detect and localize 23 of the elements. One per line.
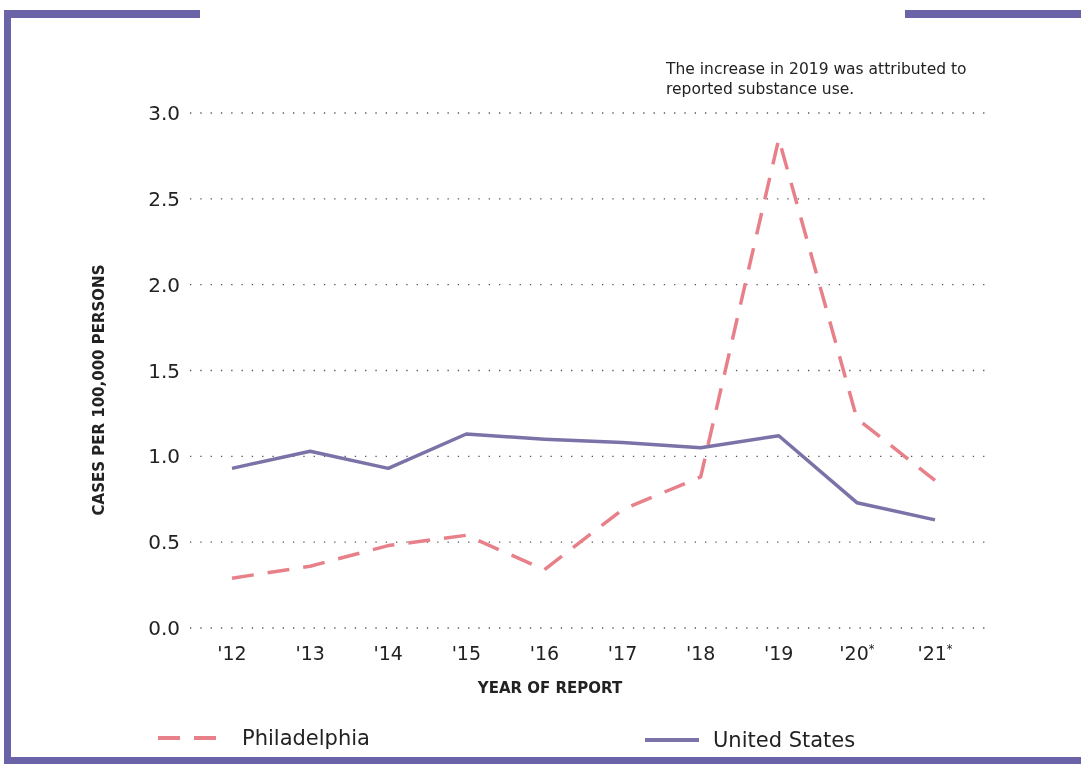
x-tick-label: '16: [529, 642, 560, 664]
line-series: [230, 432, 937, 522]
x-tick-label: '17: [607, 642, 638, 664]
y-axis-title: CASES PER 100,000 PERSONS: [90, 264, 108, 516]
y-tick-label: 1.0: [148, 444, 180, 469]
x-tick-label: '14: [373, 642, 403, 664]
x-axis-title: YEAR OF REPORT: [476, 679, 623, 697]
x-tick-label: '12: [217, 642, 247, 664]
x-tick-label: '18: [685, 642, 716, 664]
text: The increase in 2019 was attributed to reported substance use.: [665, 60, 967, 98]
y-tick-label: 2.5: [148, 186, 180, 211]
y-tick-label: 0.5: [148, 530, 180, 555]
legend-label: Philadelphia: [242, 726, 370, 751]
x-tick-label: '20$^{*}$: [839, 642, 875, 664]
y-tick-label: 3.0: [148, 101, 180, 125]
y-tick-label: 0.0: [148, 616, 180, 640]
x-tick-label: '21$^{*}$: [917, 642, 953, 664]
legend-label: United States: [713, 728, 856, 753]
x-tick-label: '15: [451, 642, 482, 664]
x-tick-label: '19: [764, 642, 794, 664]
x-tick-label: '13: [295, 642, 325, 664]
y-tick-label: 2.0: [148, 272, 180, 297]
y-tick-label: 1.5: [148, 358, 180, 383]
